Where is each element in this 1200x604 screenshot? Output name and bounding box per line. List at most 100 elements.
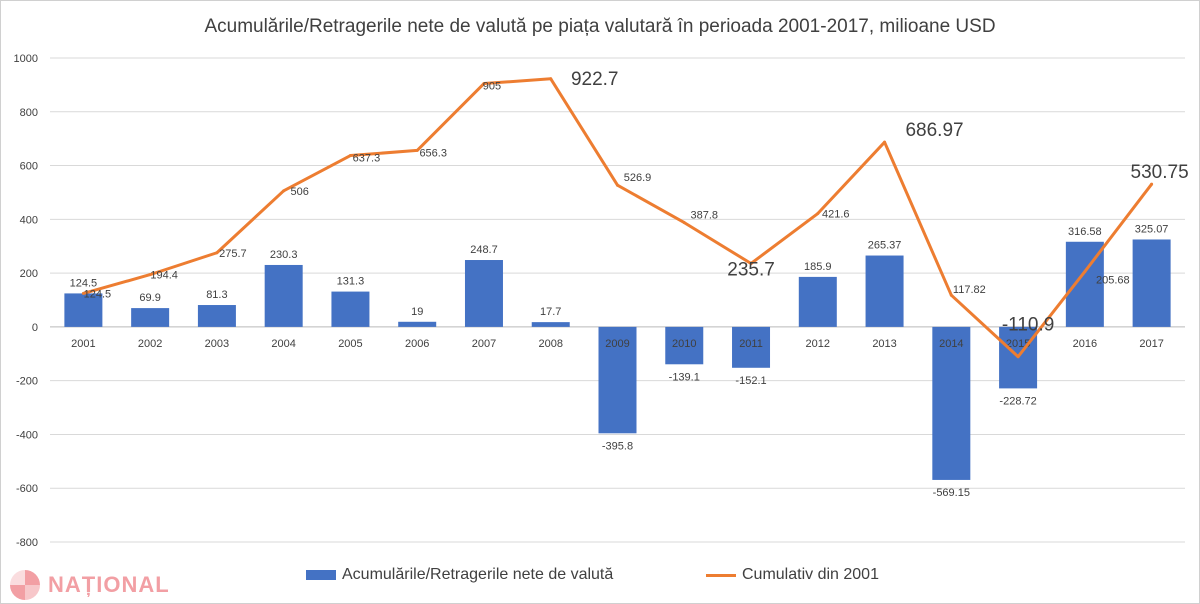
line-point — [549, 77, 553, 81]
bar — [331, 291, 370, 327]
x-tick-label: 2001 — [71, 338, 95, 350]
bar — [598, 326, 637, 434]
chart-legend: Acumulările/Retragerile nete de valută C… — [0, 566, 1200, 590]
legend-item-bars: Acumulările/Retragerile nete de valută — [306, 566, 613, 584]
x-tick-label: 2006 — [405, 338, 429, 350]
x-tick-label: 2008 — [538, 338, 562, 350]
bar-data-label: 17.7 — [540, 306, 561, 318]
line-point — [348, 154, 352, 158]
legend-item-line: Cumulativ din 2001 — [706, 566, 879, 584]
legend-label-line: Cumulativ din 2001 — [742, 566, 879, 583]
line-point — [883, 140, 887, 144]
y-tick-label: 1000 — [14, 53, 38, 65]
bar-data-label: 230.3 — [270, 249, 298, 261]
y-tick-label: -200 — [16, 376, 38, 388]
bar-data-label: 124.5 — [70, 277, 98, 289]
line-point — [682, 221, 686, 225]
line-data-label: 905 — [483, 81, 501, 93]
bar-data-label: 248.7 — [470, 244, 498, 256]
line-point — [215, 251, 219, 255]
bar-data-label: -228.72 — [999, 395, 1036, 407]
line-data-label: 124.5 — [84, 288, 112, 300]
x-tick-label: 2011 — [739, 338, 763, 350]
bar — [197, 305, 236, 327]
x-tick-label: 2016 — [1073, 338, 1097, 350]
y-tick-label: 800 — [20, 107, 38, 119]
bar — [131, 308, 170, 327]
line-data-label: -110.9 — [1002, 315, 1054, 336]
line-data-label: 506 — [290, 186, 308, 198]
legend-swatch-line — [706, 573, 736, 577]
bar — [932, 326, 971, 480]
x-tick-label: 2002 — [138, 338, 162, 350]
line-point — [282, 189, 286, 193]
line-point — [749, 262, 753, 266]
bar — [1132, 239, 1171, 327]
line-point — [1150, 182, 1154, 186]
bar-data-label: -152.1 — [735, 375, 766, 387]
line-point — [81, 291, 85, 295]
y-tick-label: -600 — [16, 483, 38, 495]
line-data-label: 421.6 — [822, 209, 850, 221]
line-point — [1016, 355, 1020, 359]
bar — [798, 276, 837, 327]
line-point — [482, 82, 486, 86]
watermark-text: NAȚIONAL — [48, 572, 170, 597]
bar-data-label: 265.37 — [868, 240, 902, 252]
chart-title: Acumulările/Retragerile nete de valută p… — [204, 16, 996, 37]
bar-data-label: 69.9 — [139, 292, 160, 304]
bar — [865, 255, 904, 327]
y-tick-label: -400 — [16, 429, 38, 441]
line-data-label: 205.68 — [1096, 275, 1130, 287]
line-data-label: 194.4 — [150, 270, 178, 282]
watermark-logo: NAȚIONAL — [10, 570, 170, 600]
bar-data-label: -569.15 — [933, 487, 970, 499]
bar — [464, 260, 503, 327]
line-point — [616, 183, 619, 187]
cumulative-line — [82, 77, 1153, 359]
line-data-label: 117.82 — [953, 284, 986, 296]
line-point — [415, 148, 419, 152]
bar — [264, 264, 303, 327]
logo-mark-icon — [10, 570, 40, 600]
x-tick-label: 2007 — [472, 338, 496, 350]
line-data-label: 275.7 — [219, 248, 247, 260]
x-tick-label: 2013 — [872, 338, 896, 350]
bar-data-label: 81.3 — [206, 289, 227, 301]
bar-data-label: 316.58 — [1068, 226, 1102, 238]
bar-data-label: 325.07 — [1135, 223, 1169, 235]
bar — [531, 322, 570, 327]
line-point — [949, 293, 953, 297]
line-data-label: 637.3 — [353, 153, 381, 165]
x-tick-label: 2005 — [338, 338, 362, 350]
line-data-label: 656.3 — [419, 147, 447, 159]
line-data-label: 922.7 — [571, 69, 619, 90]
bar-data-label: 185.9 — [804, 261, 832, 273]
x-tick-label: 2014 — [939, 338, 963, 350]
line-data-label: 530.75 — [1131, 162, 1189, 183]
bar — [64, 293, 103, 327]
bar — [398, 321, 437, 327]
line-point — [816, 212, 820, 216]
line-data-label: 526.9 — [624, 172, 652, 184]
x-tick-label: 2003 — [205, 338, 229, 350]
bar-data-label: -139.1 — [669, 371, 700, 383]
bar — [665, 326, 704, 365]
x-tick-label: 2017 — [1139, 338, 1163, 350]
y-tick-label: 0 — [32, 322, 38, 334]
line-point — [1083, 270, 1087, 274]
y-tick-label: 400 — [20, 214, 38, 226]
legend-label-bars: Acumulările/Retragerile nete de valută — [342, 566, 614, 583]
x-tick-label: 2012 — [806, 338, 830, 350]
line-data-label: 387.8 — [690, 210, 718, 222]
line-point — [148, 273, 152, 277]
x-tick-label: 2009 — [605, 338, 629, 350]
bar — [732, 326, 771, 368]
x-tick-label: 2010 — [672, 338, 696, 350]
x-tick-label: 2004 — [271, 338, 295, 350]
y-tick-label: -800 — [16, 537, 38, 549]
y-tick-label: 200 — [20, 268, 38, 280]
line-data-label: 686.97 — [905, 120, 963, 141]
bar-data-label: 19 — [411, 306, 423, 318]
